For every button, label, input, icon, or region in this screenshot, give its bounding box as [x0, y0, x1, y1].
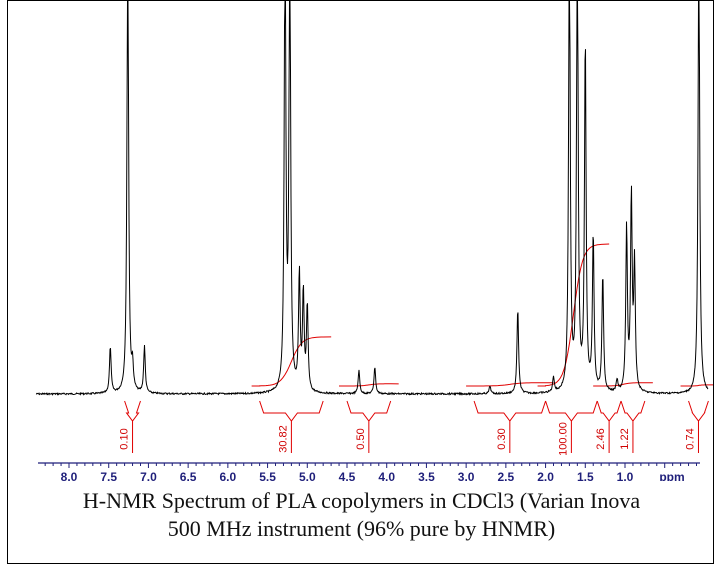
figure-caption: H-NMR Spectrum of PLA copolymers in CDCl… — [8, 487, 715, 543]
tick-label: 7.0 — [140, 470, 157, 481]
tick-label: 2.5 — [498, 470, 515, 481]
integral-value-label: 0.74 — [684, 428, 696, 449]
integral-curve — [680, 384, 713, 387]
integral-value-label: 1.22 — [619, 428, 631, 449]
integral-value-label: 0.10 — [119, 428, 131, 449]
caption-line-2: 500 MHz instrument (96% pure by HNMR) — [167, 516, 556, 541]
tick-label: 1.0 — [617, 470, 634, 481]
tick-label: 6.5 — [180, 470, 197, 481]
integral-curves — [251, 243, 713, 387]
spectrum-trace — [35, 1, 709, 396]
tick-label: 1.5 — [577, 470, 594, 481]
integral-value-label: 100.00 — [557, 422, 569, 456]
tick-label: 8.0 — [61, 470, 78, 481]
integral-bracket — [259, 400, 324, 453]
integral-value-label: 0.50 — [355, 428, 367, 449]
integral-brackets: 0.10 30.82 0.50 0.30 100.00 2.46 1.22 0.74 — [119, 400, 709, 456]
tick-label: 4.5 — [339, 470, 356, 481]
integral-curve — [537, 243, 610, 387]
tick-label: 5.0 — [299, 470, 316, 481]
integral-bracket — [596, 400, 622, 453]
integral-bracket — [346, 400, 392, 453]
caption-line-1: H-NMR Spectrum of PLA copolymers in CDCl… — [82, 488, 641, 513]
axis-unit-label: ppm — [659, 470, 684, 481]
tick-label: 2.0 — [537, 470, 554, 481]
tick-label: 6.0 — [220, 470, 237, 481]
integral-bracket — [545, 400, 598, 453]
integral-value-label: 30.82 — [277, 425, 289, 453]
integral-value-label: 0.30 — [496, 428, 508, 449]
integral-curve — [466, 382, 554, 387]
nmr-spectrum-chart: 0.10 30.82 0.50 0.30 100.00 2.46 1.22 0.74 8.0 7… — [35, 1, 713, 481]
integral-bracket — [124, 400, 141, 453]
spectrum-figure: 0.10 30.82 0.50 0.30 100.00 2.46 1.22 0.74 8.0 7… — [7, 0, 714, 564]
tick-label: 4.0 — [378, 470, 395, 481]
tick-label: 3.0 — [458, 470, 475, 481]
integral-curve — [339, 383, 399, 387]
integral-value-label: 2.46 — [595, 428, 607, 449]
ppm-axis: 8.0 7.5 7.0 6.5 6.0 5.5 5.0 4.5 4.0 3.5 3.0 2.5 2.0 1… — [38, 462, 700, 481]
tick-label: 5.5 — [259, 470, 276, 481]
integral-bracket — [620, 400, 646, 453]
integral-curve — [593, 382, 653, 387]
tick-label: 7.5 — [100, 470, 117, 481]
integral-bracket — [688, 400, 709, 453]
integral-bracket — [473, 400, 547, 453]
tick-label: 3.5 — [418, 470, 435, 481]
integral-curve — [251, 336, 332, 387]
